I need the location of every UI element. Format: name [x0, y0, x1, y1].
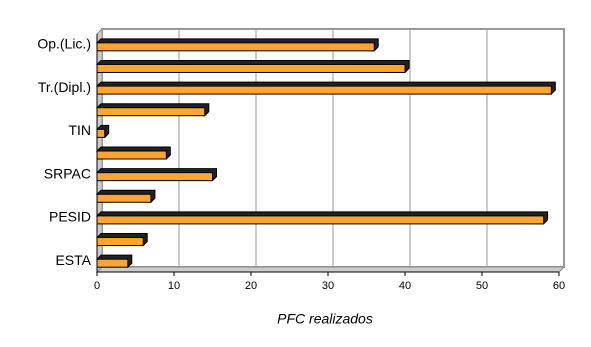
bar — [96, 128, 106, 138]
bar — [96, 258, 129, 268]
floor — [95, 266, 566, 273]
bar — [96, 107, 206, 117]
x-axis-label: PFC realizados — [277, 311, 373, 327]
y-tick-label: TIN — [68, 122, 91, 138]
x-tick-label: 0 — [94, 280, 100, 292]
bar — [96, 150, 167, 160]
bar — [96, 237, 144, 247]
bar — [96, 172, 213, 182]
x-tick-label: 40 — [399, 280, 411, 292]
x-tick-label: 50 — [476, 280, 488, 292]
bar — [96, 215, 545, 225]
x-tick-label: 20 — [245, 280, 257, 292]
bar — [96, 85, 552, 95]
y-tick-label: Tr.(Dipl.) — [38, 79, 91, 95]
y-tick-label: ESTA — [55, 252, 91, 268]
y-tick-label: Op.(Lic.) — [37, 36, 91, 52]
x-tick-label: 60 — [553, 280, 565, 292]
x-tick-label: 10 — [168, 280, 180, 292]
bar — [96, 63, 406, 73]
bar — [96, 193, 152, 203]
x-tick-label: 30 — [322, 280, 334, 292]
bar — [96, 42, 375, 52]
y-tick-label: PESID — [49, 209, 91, 225]
y-tick-label: SRPAC — [44, 165, 91, 181]
